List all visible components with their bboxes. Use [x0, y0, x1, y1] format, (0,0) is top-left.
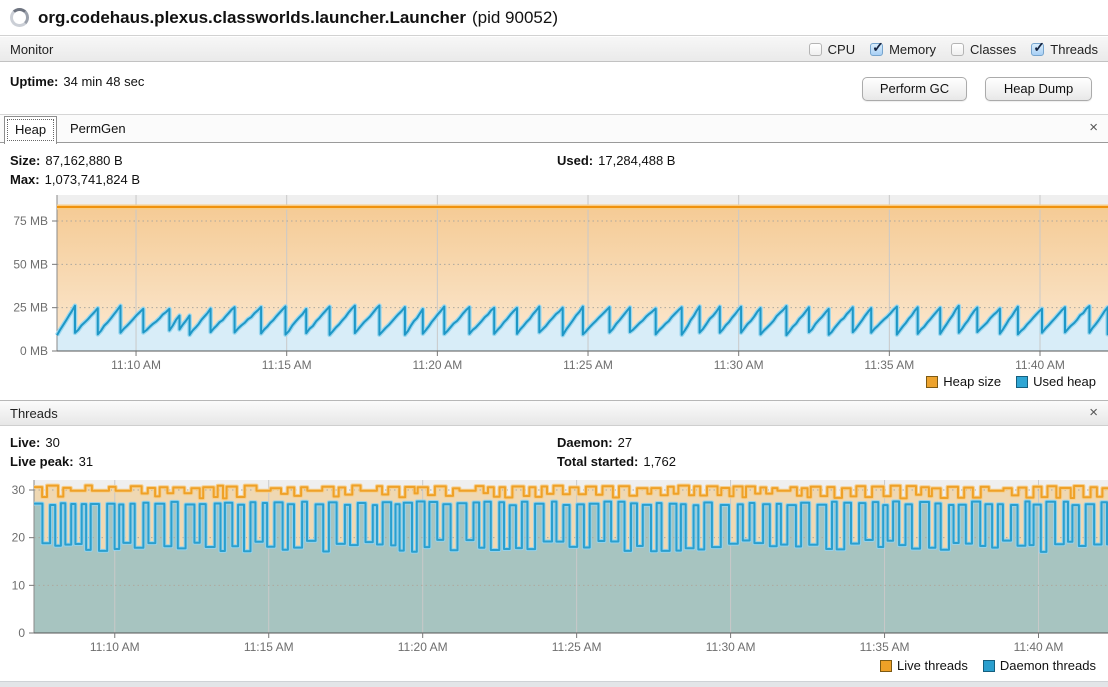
cpu-checkbox-icon	[808, 42, 822, 56]
checkbox-memory[interactable]: Memory	[870, 39, 937, 57]
checkbox-cpu[interactable]: CPU	[808, 41, 856, 57]
used-heap-swatch-icon	[1016, 375, 1029, 388]
svg-text:75 MB: 75 MB	[13, 214, 48, 228]
memory-close-icon[interactable]: ×	[1089, 119, 1098, 136]
tab-heap[interactable]: Heap	[4, 116, 58, 144]
uptime-label: Uptime:	[10, 74, 59, 89]
heap-max-label: Max:	[10, 172, 40, 187]
total-started-label: Total started:	[557, 454, 639, 469]
daemon-threads-swatch-icon	[982, 659, 995, 672]
total-started-stat: Total started: 1,762	[557, 452, 676, 471]
threads-chart-legend: Live threads Daemon threads	[880, 658, 1096, 673]
svg-text:11:35 AM: 11:35 AM	[860, 640, 910, 654]
threads-stats-right: Daemon: 27 Total started: 1,762	[557, 433, 676, 471]
live-peak-stat: Live peak: 31	[10, 452, 93, 471]
window-bottom-edge	[0, 681, 1108, 687]
monitor-toolbar: Monitor CPU Memory Classes Threads	[0, 37, 1108, 62]
svg-text:11:25 AM: 11:25 AM	[552, 640, 602, 654]
daemon-stat: Daemon: 27	[557, 433, 676, 452]
heap-chart-legend: Heap size Used heap	[926, 374, 1096, 389]
legend-used-heap: Used heap	[1016, 374, 1096, 389]
threads-stats-left: Live: 30 Live peak: 31	[10, 433, 93, 471]
total-started-value: 1,762	[643, 454, 676, 469]
threads-section-header: Threads ×	[0, 400, 1108, 426]
svg-text:11:35 AM: 11:35 AM	[864, 358, 914, 372]
heap-stats-left: Size: 87,162,880 B Max: 1,073,741,824 B	[10, 151, 140, 189]
threads-checkbox-label: Threads	[1050, 41, 1098, 57]
live-threads-swatch-icon	[880, 659, 893, 672]
heap-used-value: 17,284,488 B	[598, 153, 676, 168]
svg-text:10: 10	[12, 578, 26, 592]
tab-permgen[interactable]: PermGen	[70, 121, 126, 136]
svg-text:11:30 AM: 11:30 AM	[706, 640, 756, 654]
heap-used-label: Used:	[557, 153, 594, 168]
application-title-bar: org.codehaus.plexus.classworlds.launcher…	[0, 0, 1108, 36]
threads-checkbox-icon	[1031, 39, 1045, 56]
svg-text:11:40 AM: 11:40 AM	[1014, 640, 1064, 654]
heap-size-stat: Size: 87,162,880 B	[10, 151, 140, 170]
monitor-label: Monitor	[10, 41, 54, 57]
svg-text:0: 0	[18, 626, 25, 640]
threads-close-icon[interactable]: ×	[1089, 404, 1098, 421]
used-heap-legend-label: Used heap	[1033, 374, 1096, 389]
classes-checkbox-label: Classes	[970, 41, 1017, 57]
heap-dump-button[interactable]: Heap Dump	[985, 77, 1092, 101]
svg-text:0 MB: 0 MB	[20, 344, 48, 358]
app-spinner-icon	[10, 8, 29, 27]
heap-used-stat: Used: 17,284,488 B	[557, 151, 675, 170]
svg-text:50 MB: 50 MB	[13, 257, 48, 271]
svg-text:11:20 AM: 11:20 AM	[398, 640, 448, 654]
daemon-label: Daemon:	[557, 435, 613, 450]
classes-checkbox-icon	[951, 42, 965, 56]
page-title: org.codehaus.plexus.classworlds.launcher…	[38, 7, 466, 27]
cpu-checkbox-label: CPU	[827, 41, 856, 57]
svg-text:11:25 AM: 11:25 AM	[563, 358, 613, 372]
heap-size-label: Size:	[10, 153, 41, 168]
legend-live-threads: Live threads	[880, 658, 968, 673]
checkbox-classes[interactable]: Classes	[951, 42, 1016, 57]
threads-chart: 0 10 20 30 11:10 AM 11:15 AM 11:20 AM 11:25 AM 1…	[12, 480, 1108, 654]
live-label: Live:	[10, 435, 41, 450]
legend-daemon-threads: Daemon threads	[982, 658, 1096, 673]
daemon-threads-legend-label: Daemon threads	[999, 658, 1096, 673]
heap-chart: 0 MB 25 MB 50 MB 75 MB 11:10 AM 11:15 AM 11:20…	[13, 195, 1108, 372]
svg-text:20: 20	[12, 531, 26, 545]
threads-title: Threads	[10, 405, 58, 421]
live-stat: Live: 30	[10, 433, 93, 452]
uptime-row: Uptime: 34 min 48 sec	[10, 74, 144, 89]
memory-tab-row: Heap PermGen ×	[0, 114, 1108, 144]
live-threads-legend-label: Live threads	[897, 658, 968, 673]
heap-max-stat: Max: 1,073,741,824 B	[10, 170, 140, 189]
live-peak-value: 31	[78, 454, 94, 469]
perform-gc-button[interactable]: Perform GC	[862, 77, 967, 101]
memory-checkbox-label: Memory	[889, 41, 937, 57]
svg-text:11:10 AM: 11:10 AM	[90, 640, 140, 654]
svg-text:30: 30	[12, 483, 26, 497]
legend-heap-size: Heap size	[926, 374, 1001, 389]
svg-text:11:40 AM: 11:40 AM	[1015, 358, 1065, 372]
live-peak-label: Live peak:	[10, 454, 74, 469]
pid-label: (pid 90052)	[471, 7, 558, 27]
memory-checkbox-icon	[870, 39, 884, 56]
svg-text:11:15 AM: 11:15 AM	[244, 640, 294, 654]
svg-text:11:30 AM: 11:30 AM	[714, 358, 764, 372]
checkbox-threads[interactable]: Threads	[1031, 39, 1098, 57]
live-value: 30	[45, 435, 60, 450]
heap-max-value: 1,073,741,824 B	[44, 172, 141, 187]
svg-text:11:15 AM: 11:15 AM	[262, 358, 312, 372]
heap-stats-right: Used: 17,284,488 B	[557, 151, 675, 170]
heap-size-swatch-icon	[926, 375, 939, 388]
uptime-value: 34 min 48 sec	[63, 74, 145, 89]
svg-text:11:20 AM: 11:20 AM	[412, 358, 462, 372]
svg-text:11:10 AM: 11:10 AM	[111, 358, 161, 372]
heap-size-value: 87,162,880 B	[45, 153, 123, 168]
daemon-value: 27	[617, 435, 633, 450]
heap-size-legend-label: Heap size	[943, 374, 1002, 389]
svg-text:25 MB: 25 MB	[13, 301, 48, 315]
